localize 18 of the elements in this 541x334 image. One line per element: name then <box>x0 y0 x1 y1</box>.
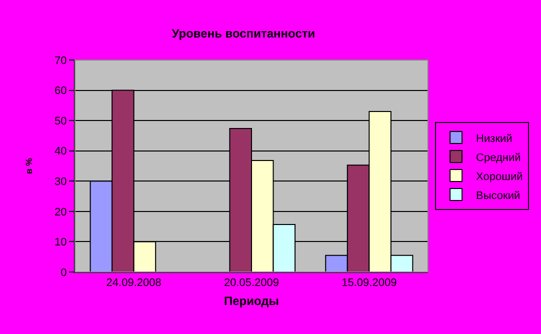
y-axis-title: в % <box>24 158 34 174</box>
y-tick-label: 60 <box>54 85 67 98</box>
y-tick-label: 30 <box>54 176 67 188</box>
y-tick-label: 50 <box>54 115 67 128</box>
y-tick-label: 70 <box>54 54 67 67</box>
chart-title: Уровень воспитанности <box>172 26 316 41</box>
legend-label: Хороший <box>476 170 523 183</box>
x-tick-label: 24.09.2008 <box>106 277 162 290</box>
legend-label: Низкий <box>476 132 512 145</box>
y-tick-label: 40 <box>54 146 67 158</box>
legend-label: Средний <box>476 152 521 164</box>
x-axis-title: Периоды <box>224 294 280 308</box>
x-tick-label: 20.05.2009 <box>224 277 280 290</box>
y-tick-label: 0 <box>60 266 67 279</box>
y-tick-label: 20 <box>54 206 67 218</box>
y-tick-label: 10 <box>54 236 67 249</box>
legend-label: Высокий <box>476 190 520 202</box>
x-tick-label: 15.09.2009 <box>342 277 397 290</box>
